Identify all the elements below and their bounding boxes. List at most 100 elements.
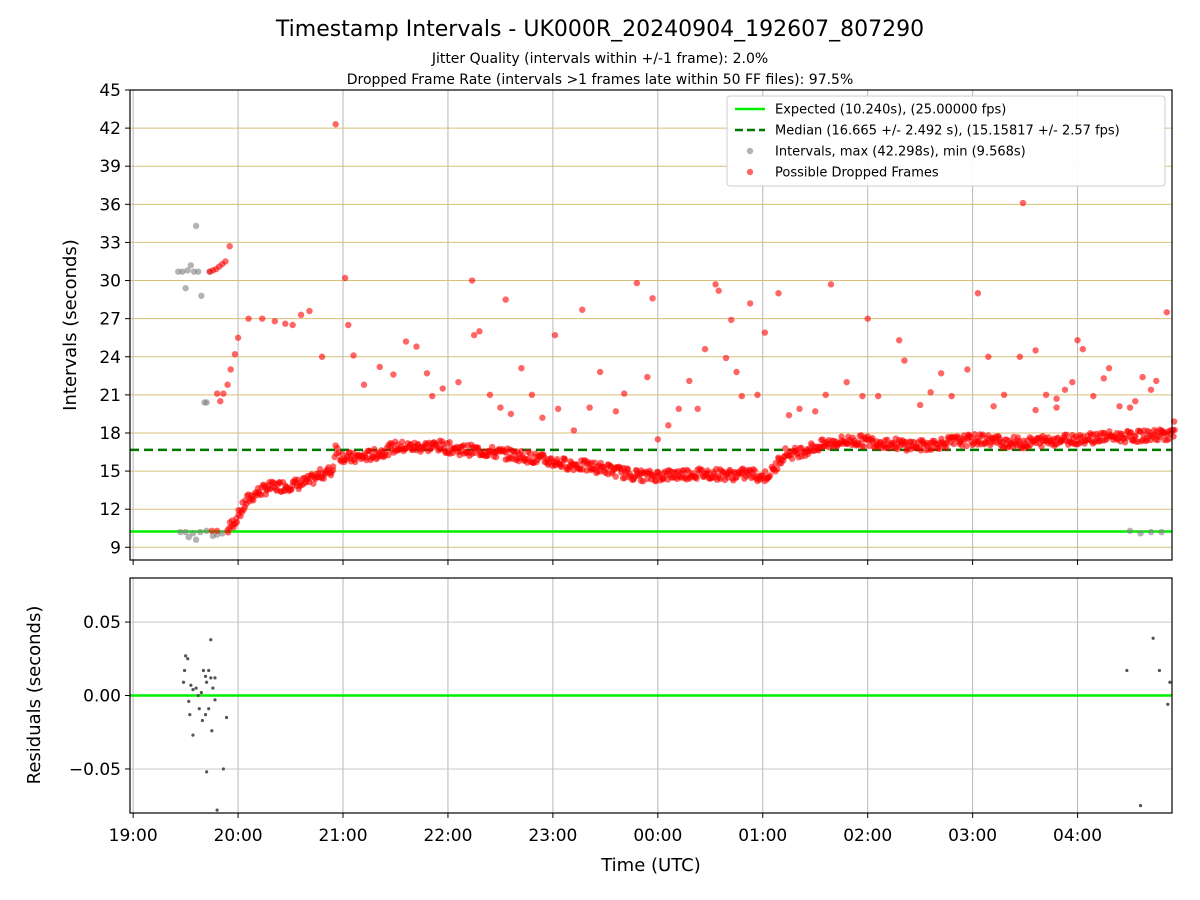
dropped-frame-point <box>329 463 337 470</box>
dropped-frame-point <box>859 392 866 400</box>
residual-point <box>184 654 188 658</box>
x-tick-label: 01:00 <box>738 826 787 846</box>
residual-point <box>215 808 219 812</box>
x-tick-label: 20:00 <box>214 826 263 846</box>
interval-point <box>192 222 200 230</box>
legend-dropped-swatch <box>746 168 754 176</box>
dropped-frame-point <box>822 391 829 399</box>
intervals-y-tick-label: 24 <box>99 348 121 368</box>
dropped-frame-point <box>633 279 641 287</box>
dropped-frame-point <box>860 443 868 450</box>
dropped-frame-point <box>224 381 231 388</box>
interval-point <box>185 533 192 541</box>
dropped-frame-point <box>488 443 496 451</box>
residual-point <box>201 668 206 673</box>
residuals-y-tick-label: −0.05 <box>69 760 121 780</box>
intervals-y-tick-label: 9 <box>110 538 121 558</box>
dropped-frame-point <box>974 290 982 297</box>
dropped-frame-point <box>775 290 782 297</box>
dropped-frame-point <box>1158 427 1165 434</box>
dropped-frame-point <box>733 368 740 376</box>
dropped-frame-point <box>492 453 500 461</box>
dropped-frame-point <box>693 475 700 482</box>
dropped-frame-point <box>233 518 240 526</box>
residual-point <box>181 680 186 684</box>
dropped-frame-point <box>1069 378 1076 386</box>
residual-point <box>191 688 195 692</box>
legend-dropped-label: Possible Dropped Frames <box>775 166 939 181</box>
residuals-y-axis-label: Residuals (seconds) <box>24 606 45 785</box>
intervals-y-tick-label: 21 <box>99 386 121 406</box>
residual-point <box>207 668 211 673</box>
dropped-frame-point <box>937 370 945 377</box>
residual-point <box>1138 804 1143 808</box>
dropped-frame-point <box>1053 404 1060 411</box>
dropped-frame-point <box>413 343 420 350</box>
legend-expected-label: Expected (10.240s), (25.00000 fps) <box>775 103 1006 118</box>
dropped-frame-point <box>796 405 803 413</box>
dropped-frame-point <box>1153 377 1160 385</box>
dropped-frame-point <box>526 449 534 457</box>
dropped-frame-point <box>1170 433 1177 440</box>
dropped-frame-point <box>455 378 462 386</box>
residuals-axes: 0.05 0.00 −0.05 19:00 20:00 21:00 22:00 23:00 00… <box>69 613 1102 846</box>
dropped-frame-point <box>222 258 229 265</box>
dropped-frame-point <box>341 274 349 282</box>
dropped-frame-point <box>1079 345 1087 353</box>
x-tick-label: 00:00 <box>633 826 682 846</box>
residual-point <box>194 686 198 690</box>
dropped-frame-point <box>774 465 781 473</box>
residual-point <box>213 676 217 680</box>
dropped-frame-point <box>398 438 406 446</box>
interval-point <box>197 528 204 536</box>
dropped-frame-point <box>943 444 950 452</box>
dropped-frame-point <box>686 377 693 385</box>
interval-point <box>1137 530 1144 537</box>
residual-point <box>213 698 217 702</box>
dropped-frame-point <box>390 371 397 378</box>
dropped-frame-point <box>1132 398 1139 405</box>
dropped-frame-point <box>948 392 955 400</box>
residuals-y-tick-label: 0.00 <box>83 687 121 707</box>
dropped-frame-point <box>345 321 352 329</box>
intervals-plot-frame <box>129 89 1173 561</box>
residual-point <box>197 707 201 711</box>
dropped-frame-point <box>297 311 305 319</box>
dropped-frame-point <box>694 405 701 413</box>
dropped-frame-point <box>439 385 446 392</box>
dropped-frame-point <box>497 404 504 411</box>
intervals-y-axis-label: Intervals (seconds) <box>60 239 81 411</box>
dropped-frame-point <box>612 473 619 480</box>
dropped-frame-point <box>612 408 620 415</box>
dropped-frame-point <box>596 368 604 376</box>
interval-point <box>219 530 226 537</box>
interval-point <box>203 527 210 534</box>
dropped-frame-point <box>649 295 656 302</box>
intervals-panel: 9 12 15 18 21 24 27 30 33 36 39 42 45 Intervals (sec… <box>60 81 1178 565</box>
dropped-frame-point <box>621 390 628 397</box>
x-axis-label: Time (UTC) <box>600 855 701 876</box>
dropped-frame-point <box>502 296 509 303</box>
dropped-frame-point <box>339 450 346 457</box>
dropped-frame-point <box>1038 443 1045 450</box>
dropped-frame-point <box>1126 404 1134 411</box>
dropped-frame-point <box>245 315 252 322</box>
dropped-frame-point <box>234 334 242 341</box>
dropped-frame-point <box>916 401 924 409</box>
dropped-frame-point <box>1053 395 1060 402</box>
dropped-frame-point <box>528 391 536 399</box>
dropped-frame-point <box>927 389 934 396</box>
dropped-frame-point <box>271 317 279 325</box>
dropped-frame-point <box>306 307 313 315</box>
dropped-frame-point <box>1105 364 1113 372</box>
dropped-frame-point <box>950 440 958 448</box>
dropped-frame-point <box>1061 386 1069 393</box>
dropped-frame-point <box>1016 353 1024 360</box>
dropped-frame-point <box>1074 337 1081 344</box>
dropped-frame-point <box>728 316 735 324</box>
dropped-frame-point <box>644 373 651 381</box>
dropped-frame-point <box>675 405 683 413</box>
residual-point <box>191 733 195 737</box>
dropped-frame-point <box>738 392 745 400</box>
interval-point <box>195 268 202 275</box>
